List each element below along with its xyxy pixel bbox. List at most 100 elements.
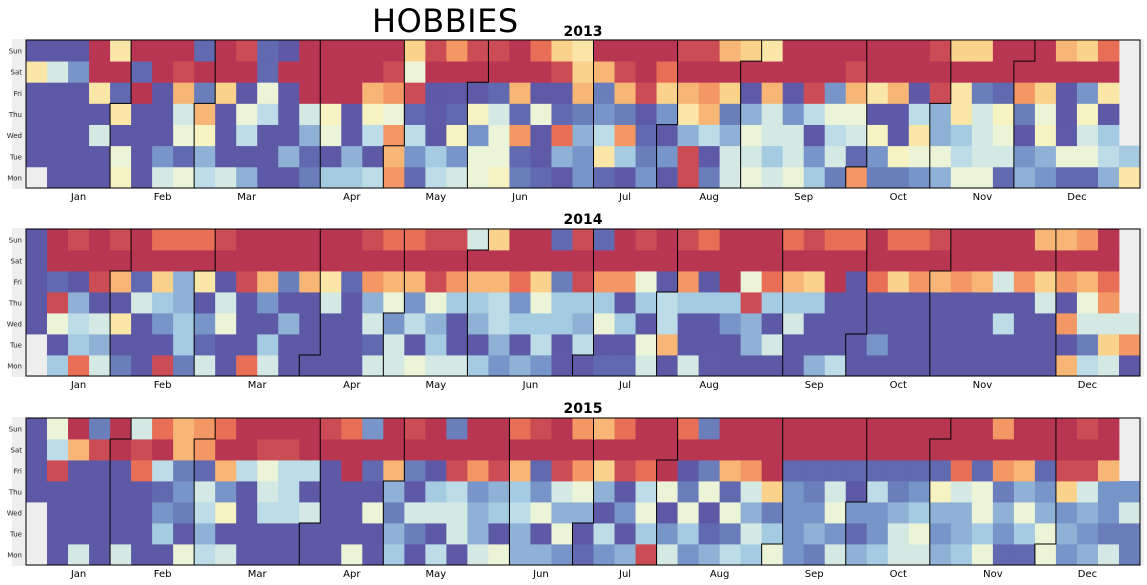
y-tick-label: Tue <box>9 153 22 161</box>
day-cell <box>635 145 657 168</box>
day-cell <box>740 82 763 104</box>
day-cell <box>194 271 216 293</box>
day-cell <box>89 229 111 251</box>
day-cell <box>278 166 300 189</box>
day-cell <box>47 166 69 189</box>
day-cell <box>614 418 636 440</box>
day-cell <box>929 502 952 524</box>
month-label: Aug <box>699 192 719 203</box>
day-cell <box>131 124 153 147</box>
day-cell <box>824 460 847 482</box>
day-cell <box>593 439 615 461</box>
day-cell <box>89 145 111 168</box>
day-cell <box>236 502 258 524</box>
month-boundary <box>193 418 216 565</box>
day-cell <box>614 82 636 104</box>
month-boundary <box>382 40 405 188</box>
day-cell <box>215 166 237 189</box>
day-cell <box>656 124 678 147</box>
day-cell <box>320 145 342 168</box>
day-cell <box>572 334 594 356</box>
day-cell <box>320 523 342 545</box>
day-cell <box>383 82 405 104</box>
day-cell <box>89 250 111 272</box>
day-cell <box>194 61 216 83</box>
day-cell <box>614 124 636 147</box>
day-cell <box>404 250 426 272</box>
day-cell <box>572 460 594 482</box>
day-cell <box>89 481 111 503</box>
day-cell <box>887 229 910 251</box>
day-cell <box>908 166 931 189</box>
day-cell <box>320 82 342 104</box>
day-cell <box>950 313 973 335</box>
day-cell <box>278 82 300 104</box>
day-cell <box>971 523 994 545</box>
day-cell <box>803 82 826 104</box>
day-cell <box>47 523 69 545</box>
day-cell <box>26 124 48 147</box>
day-cell <box>47 334 69 356</box>
day-cell <box>530 250 552 272</box>
day-cell <box>26 418 48 440</box>
day-cell <box>152 82 174 104</box>
day-cell <box>635 418 657 440</box>
year-title: 2014 <box>564 212 603 228</box>
day-cell <box>173 82 195 104</box>
day-cell <box>362 292 384 314</box>
day-cell <box>677 460 699 482</box>
day-cell <box>257 145 279 168</box>
day-cell <box>824 313 847 335</box>
day-cell <box>320 460 342 482</box>
day-cell <box>530 166 552 189</box>
day-cell <box>26 481 48 503</box>
day-cell <box>803 271 826 293</box>
day-cell <box>656 166 678 189</box>
day-cell <box>257 40 279 62</box>
day-cell <box>173 61 195 83</box>
day-cell <box>68 418 90 440</box>
month-label: Oct <box>890 192 907 203</box>
day-cell <box>26 292 48 314</box>
day-cell <box>488 82 510 104</box>
day-cell <box>509 418 531 440</box>
day-cell <box>866 355 889 377</box>
day-cell <box>194 145 216 168</box>
day-cell <box>845 229 868 251</box>
day-cell <box>950 334 973 356</box>
day-cell <box>1055 250 1078 272</box>
day-cell <box>530 313 552 335</box>
day-cell <box>215 502 237 524</box>
day-cell <box>1076 334 1099 356</box>
day-cell <box>698 439 721 461</box>
day-cell <box>1076 124 1099 147</box>
day-cell <box>887 103 910 125</box>
day-cell <box>719 250 742 272</box>
y-tick-label: Thu <box>8 300 22 308</box>
day-cell <box>383 292 405 314</box>
day-cell <box>152 124 174 147</box>
day-cell <box>614 334 636 356</box>
day-cell <box>152 271 174 293</box>
day-cell <box>908 40 931 62</box>
day-cell <box>992 61 1015 83</box>
day-cell <box>68 145 90 168</box>
day-cell <box>551 313 573 335</box>
day-cell <box>698 418 721 440</box>
month-boundary <box>193 229 216 376</box>
day-cell <box>929 82 952 104</box>
day-cell <box>362 229 384 251</box>
day-cell <box>26 103 48 125</box>
day-cell <box>278 439 300 461</box>
day-cell <box>257 523 279 545</box>
day-cell <box>761 103 784 125</box>
day-cell <box>446 40 468 62</box>
day-cell <box>68 40 90 62</box>
day-cell <box>950 418 973 440</box>
day-cell <box>992 124 1015 147</box>
day-cell <box>467 313 489 335</box>
day-cell <box>257 292 279 314</box>
day-cell <box>425 460 447 482</box>
day-cell <box>740 40 763 62</box>
day-cell <box>47 355 69 377</box>
